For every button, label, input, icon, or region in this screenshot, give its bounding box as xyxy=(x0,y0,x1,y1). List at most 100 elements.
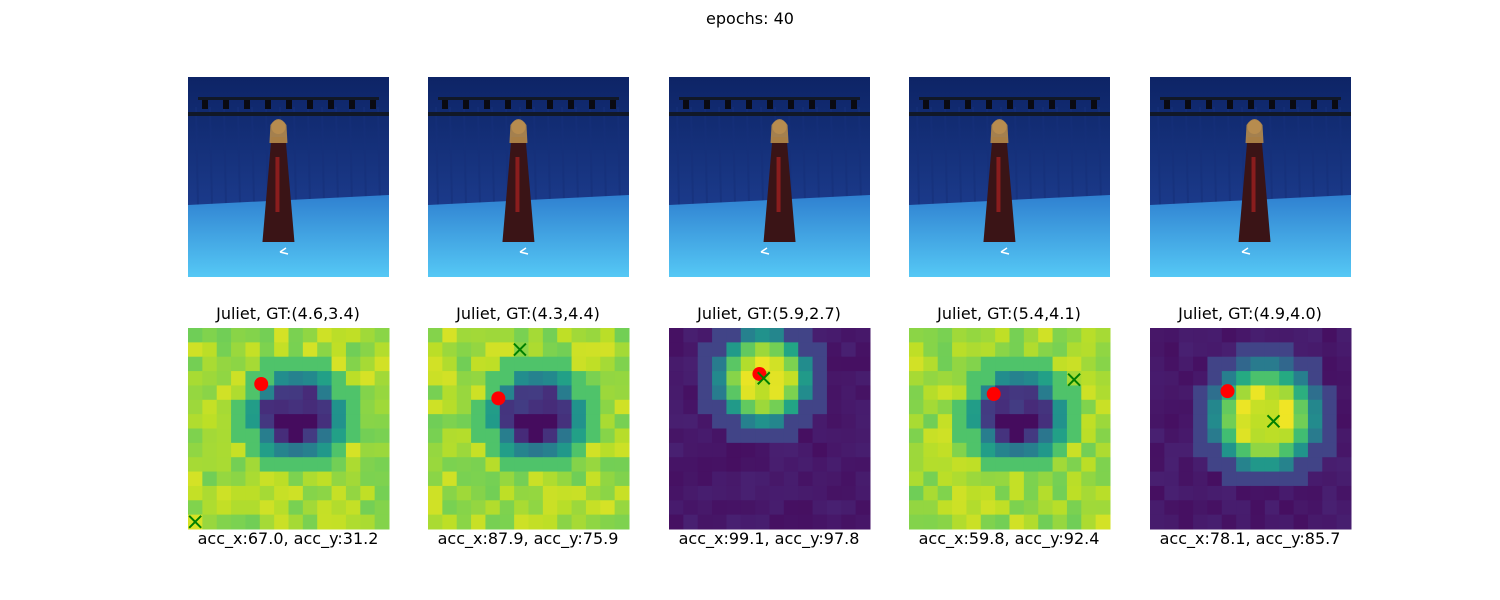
heatmap-cell xyxy=(683,428,699,444)
heatmap-cell xyxy=(798,356,814,372)
heatmap-cell xyxy=(456,457,472,473)
heatmap-cell xyxy=(1023,514,1039,530)
heatmap-cell xyxy=(428,328,443,343)
heatmap-cell xyxy=(331,500,347,516)
heatmap-cell xyxy=(499,414,515,429)
heatmap-cell xyxy=(374,342,390,358)
heatmap-cell xyxy=(1322,342,1338,358)
heatmap-cell xyxy=(1293,500,1309,516)
heatmap-cell xyxy=(1293,485,1309,501)
heatmap-cell xyxy=(374,385,390,401)
heatmap-cell xyxy=(442,471,458,487)
heatmap-cell xyxy=(231,485,246,501)
heatmap-cell xyxy=(571,385,587,401)
heatmap-cell xyxy=(937,328,953,343)
heatmap-cell xyxy=(740,457,756,473)
heatmap-cell xyxy=(1322,428,1338,444)
heatmap-cell xyxy=(345,371,361,386)
heatmap-cell xyxy=(966,356,982,372)
heatmap-cell xyxy=(952,385,967,401)
heatmap-cell xyxy=(1336,485,1352,501)
heatmap-cell xyxy=(1038,414,1054,429)
heatmap-cell xyxy=(571,399,587,415)
heatmap-cell xyxy=(740,442,756,458)
heatmap-cell xyxy=(302,342,318,358)
heatmap-cell xyxy=(231,356,246,372)
heatmap-cell xyxy=(1336,514,1352,530)
heatmap-cell xyxy=(812,328,828,343)
heatmap-cell xyxy=(1193,414,1208,429)
heatmap-cell xyxy=(259,328,275,343)
panel-accuracy: acc_x:87.9, acc_y:75.9 xyxy=(437,529,619,548)
heatmap-cell xyxy=(245,471,261,487)
heatmap-cell xyxy=(216,371,232,386)
heatmap-cell xyxy=(1236,385,1251,401)
heatmap-cell xyxy=(812,342,828,358)
heatmap-cell xyxy=(231,399,246,415)
heatmap-cell xyxy=(1023,442,1039,458)
heatmap-cell xyxy=(485,356,501,372)
heatmap-cell xyxy=(1264,399,1280,415)
heatmap-cell xyxy=(1150,514,1165,530)
heatmap-cell xyxy=(683,328,699,343)
heatmap-cell xyxy=(1279,514,1295,530)
heatmap-cell xyxy=(374,485,390,501)
heatmap-cell xyxy=(1250,342,1266,358)
heatmap-cell xyxy=(1264,457,1280,473)
heatmap-cell xyxy=(1009,471,1025,487)
heatmap-cell xyxy=(755,328,770,343)
heatmap-cell xyxy=(952,356,967,372)
heatmap-cell xyxy=(259,399,275,415)
heatmap-cell xyxy=(1066,485,1082,501)
heatmap-cell xyxy=(769,514,785,530)
heatmap-cell xyxy=(726,500,742,516)
heatmap-cell xyxy=(1081,514,1097,530)
heatmap-cell xyxy=(499,342,515,358)
heatmap-cell xyxy=(331,414,347,429)
heatmap-cell xyxy=(471,514,486,530)
heatmap-cell xyxy=(188,399,203,415)
heatmap-cell xyxy=(245,485,261,501)
heatmap-cell xyxy=(331,514,347,530)
heatmap-cell xyxy=(841,385,857,401)
heatmap-cell xyxy=(1178,471,1194,487)
heatmap-cell xyxy=(841,442,857,458)
heatmap-cell xyxy=(1293,428,1309,444)
heatmap-cell xyxy=(1095,399,1111,415)
heatmap-cell xyxy=(1038,385,1054,401)
heatmap-cell xyxy=(1038,428,1054,444)
heatmap-cell xyxy=(1221,328,1237,343)
heatmap-cell xyxy=(712,500,727,516)
heatmap-cell xyxy=(317,342,333,358)
heatmap-cell xyxy=(600,514,616,530)
frame-photo xyxy=(1150,77,1351,277)
heatmap-cell xyxy=(1052,485,1068,501)
heatmap-cell xyxy=(1009,514,1025,530)
heatmap-cell xyxy=(1023,485,1039,501)
heatmap-cell xyxy=(499,371,515,386)
heatmap-cell xyxy=(259,428,275,444)
heatmap-cell xyxy=(1081,500,1097,516)
heatmap-cell xyxy=(712,414,727,429)
heatmap-cell xyxy=(812,485,828,501)
heatmap-cell xyxy=(697,485,713,501)
heatmap-cell xyxy=(374,514,390,530)
heatmap-cell xyxy=(712,371,727,386)
heatmap-cell xyxy=(1293,471,1309,487)
frame-photo xyxy=(428,77,629,277)
heatmap-cell xyxy=(471,356,486,372)
heatmap-cell xyxy=(683,342,699,358)
heatmap-cell xyxy=(274,414,289,429)
heatmap-cell xyxy=(1207,399,1223,415)
heatmap-cell xyxy=(1095,514,1111,530)
heatmap-cell xyxy=(1336,500,1352,516)
heatmap-cell xyxy=(259,457,275,473)
heatmap-cell xyxy=(571,342,587,358)
heatmap-cell xyxy=(1150,342,1165,358)
heatmap-cell xyxy=(966,442,982,458)
heatmap-cell xyxy=(1178,385,1194,401)
heatmap-cell xyxy=(1052,328,1068,343)
heatmap-cell xyxy=(456,328,472,343)
heatmap-cell xyxy=(812,399,828,415)
heatmap-cell xyxy=(937,414,953,429)
